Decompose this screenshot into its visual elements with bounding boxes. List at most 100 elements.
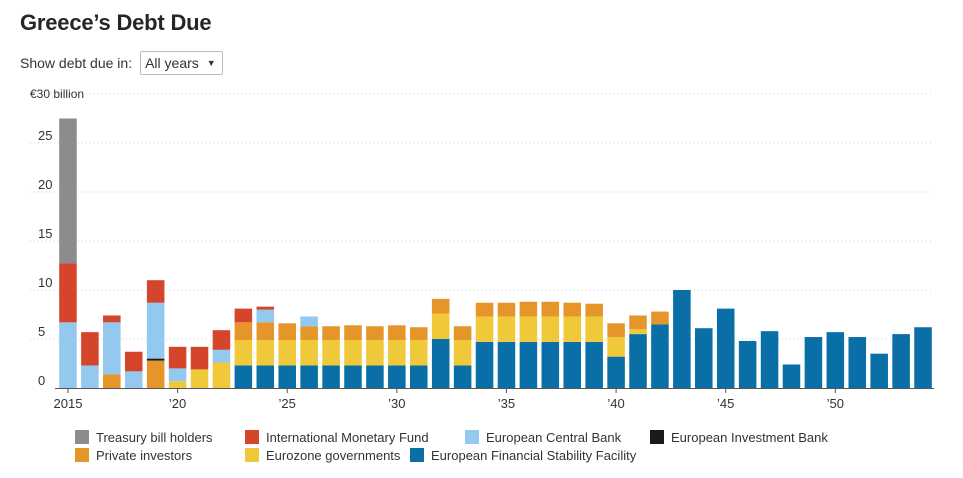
chart-legend: Treasury bill holders International Mone… bbox=[75, 428, 828, 464]
bar-segment bbox=[278, 339, 296, 366]
debt-bar-chart: 0 5 10 15 20 25 €30 billion 2015 ’20 ’25 ’30 ’35 ’40… bbox=[30, 87, 934, 411]
bar-segment bbox=[475, 302, 494, 317]
bar-segment bbox=[453, 326, 472, 340]
bar-segment bbox=[431, 298, 450, 314]
y-tick-label: 10 bbox=[38, 275, 52, 290]
bar-segment bbox=[519, 301, 538, 317]
y-unit-label: €30 billion bbox=[30, 87, 84, 101]
year-select[interactable]: All years ▼ bbox=[140, 51, 223, 75]
x-tick-label: ’50 bbox=[827, 396, 844, 411]
bar-segment bbox=[234, 339, 253, 366]
bar-segment bbox=[519, 341, 538, 388]
bar-segment bbox=[870, 353, 888, 388]
bar-segment bbox=[388, 365, 406, 388]
bar-segment bbox=[409, 339, 428, 366]
legend-label: Eurozone governments bbox=[266, 447, 401, 463]
bar-segment bbox=[475, 341, 494, 388]
bar-segment bbox=[59, 322, 77, 388]
bar-segment bbox=[256, 365, 275, 388]
bar-segment bbox=[300, 365, 318, 388]
bar-segment bbox=[103, 322, 121, 375]
bar-segment bbox=[256, 309, 275, 323]
bar-segment bbox=[146, 280, 165, 303]
bar-segment bbox=[190, 346, 209, 370]
legend-item-eurozone-governments: Eurozone governments bbox=[245, 448, 410, 463]
legend-swatch bbox=[465, 430, 479, 444]
bar-segment bbox=[234, 308, 253, 323]
legend-swatch bbox=[245, 448, 259, 462]
x-tick-label: ’35 bbox=[498, 396, 515, 411]
bar-segment bbox=[256, 339, 275, 366]
bar-segment bbox=[585, 303, 603, 317]
y-tick-label: 15 bbox=[38, 226, 52, 241]
bar-segment bbox=[497, 302, 516, 317]
y-tick-label: 0 bbox=[38, 373, 45, 388]
bar-segment bbox=[344, 365, 362, 388]
bar-segment bbox=[497, 316, 516, 342]
bar-segment bbox=[300, 316, 318, 327]
bar-segment bbox=[563, 341, 582, 388]
bar-segment bbox=[212, 349, 231, 363]
legend-item-european-investment-bank: European Investment Bank bbox=[650, 430, 828, 445]
bar-segment bbox=[366, 326, 384, 340]
bar-segment bbox=[146, 302, 165, 359]
bar-segment bbox=[300, 326, 318, 340]
bar-segment bbox=[431, 339, 450, 388]
bar-segment bbox=[716, 308, 735, 388]
bar-segment bbox=[300, 339, 318, 366]
bar-segment bbox=[607, 337, 625, 357]
bar-segment bbox=[695, 328, 713, 388]
bar-segment bbox=[409, 327, 428, 340]
bar-segment bbox=[388, 339, 406, 366]
bar-segment bbox=[629, 329, 647, 335]
bar-segment bbox=[366, 339, 384, 366]
y-tick-label: 25 bbox=[38, 128, 52, 143]
bar-segment bbox=[651, 324, 669, 388]
bar-segment bbox=[256, 306, 275, 310]
x-tick-label: ’40 bbox=[607, 396, 624, 411]
bar-segment bbox=[585, 341, 603, 388]
legend-item-international-monetary-fund: International Monetary Fund bbox=[245, 430, 465, 445]
bar-segment bbox=[366, 365, 384, 388]
x-tick-label: ’45 bbox=[717, 396, 734, 411]
bar-segment bbox=[103, 315, 121, 323]
y-tick-label: 5 bbox=[38, 324, 45, 339]
bar-segment bbox=[322, 365, 340, 388]
bar-segment bbox=[848, 337, 867, 388]
legend-swatch bbox=[75, 448, 89, 462]
bar-segment bbox=[607, 323, 625, 338]
legend-label: International Monetary Fund bbox=[266, 429, 429, 445]
bar-segment bbox=[563, 302, 582, 317]
legend-label: Private investors bbox=[96, 447, 193, 463]
bar-segment bbox=[475, 316, 494, 342]
legend-row: Treasury bill holders International Mone… bbox=[75, 428, 828, 446]
bar-segment bbox=[322, 326, 340, 340]
bar-segment bbox=[826, 332, 845, 388]
bar-segment bbox=[81, 365, 99, 388]
legend-label: European Financial Stability Facility bbox=[431, 447, 637, 463]
bar-segment bbox=[278, 323, 296, 340]
bar-segment bbox=[124, 371, 143, 388]
bar-segment bbox=[892, 334, 910, 388]
bar-segment bbox=[629, 315, 647, 330]
legend-label: European Investment Bank bbox=[671, 429, 828, 445]
bar-segment bbox=[168, 381, 187, 388]
legend-label: Treasury bill holders bbox=[96, 429, 213, 445]
x-tick-label: 2015 bbox=[54, 396, 83, 411]
bar-segment bbox=[651, 311, 669, 325]
bar-segment bbox=[103, 374, 121, 388]
bar-segment bbox=[344, 339, 362, 366]
x-tick-label: ’30 bbox=[388, 396, 405, 411]
bar-segment bbox=[256, 322, 275, 340]
legend-swatch bbox=[75, 430, 89, 444]
bar-segment bbox=[607, 356, 625, 388]
year-select-value: All years bbox=[145, 55, 199, 71]
bar-segment bbox=[541, 341, 560, 388]
bar-segment bbox=[541, 316, 560, 342]
year-filter: Show debt due in: All years ▼ bbox=[20, 51, 223, 75]
bar-segment bbox=[146, 358, 165, 361]
bar-segment bbox=[234, 322, 253, 340]
legend-label: European Central Bank bbox=[486, 429, 622, 445]
bar-segment bbox=[497, 341, 516, 388]
legend-row: Private investors Eurozone governments E… bbox=[75, 446, 828, 464]
